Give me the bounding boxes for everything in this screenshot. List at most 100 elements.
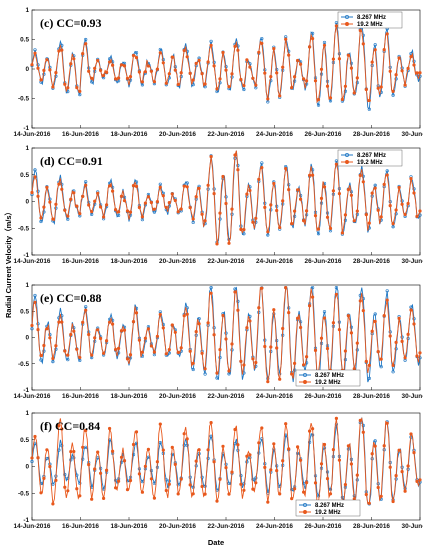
series-point (107, 426, 112, 431)
series-point (343, 218, 348, 222)
series-point (242, 228, 246, 232)
series-point (164, 205, 168, 209)
legend-label: 8.267 MHz (315, 503, 344, 509)
series-point (245, 58, 249, 62)
series-point (51, 502, 55, 506)
series-point (313, 348, 318, 353)
series-point (143, 201, 147, 205)
series-point (337, 57, 342, 61)
series-point (149, 477, 153, 481)
series-point (122, 199, 127, 203)
series-point (155, 334, 159, 338)
series-point (230, 470, 234, 474)
series-point (122, 328, 127, 332)
series-point (39, 216, 43, 220)
series-point (84, 445, 88, 449)
series-point (334, 21, 339, 25)
series-point (30, 323, 34, 328)
series-point (158, 441, 162, 445)
series-point (63, 82, 67, 86)
series-point (382, 444, 386, 448)
series-point (30, 190, 34, 195)
series-point (206, 456, 210, 461)
series-point (382, 314, 386, 318)
series-point (391, 93, 395, 97)
series-point (194, 195, 198, 199)
series-point (194, 459, 198, 463)
series-point (110, 322, 115, 326)
series-point (164, 352, 168, 356)
series-point (361, 180, 365, 184)
series-point (90, 76, 94, 80)
series-point (358, 28, 362, 33)
series-point (36, 456, 40, 460)
series-point (361, 423, 365, 428)
series-point (152, 80, 156, 84)
series-point (63, 349, 67, 353)
series-point (33, 175, 37, 179)
series-point (39, 78, 43, 82)
series-point (209, 291, 213, 295)
series-point (191, 367, 195, 372)
series-point (191, 78, 195, 82)
series-point (81, 457, 85, 461)
series-point (248, 188, 252, 193)
x-tick-label: 20-Jun-2016 (159, 258, 196, 265)
series-point (185, 312, 189, 316)
series-point (263, 344, 267, 349)
series-point (197, 58, 201, 63)
series-point (251, 220, 255, 224)
series-point (30, 63, 34, 67)
series-point (313, 214, 318, 218)
series-point (227, 481, 231, 486)
series-point (376, 485, 380, 490)
series-point (251, 357, 255, 361)
series-point (415, 214, 419, 218)
series-point (352, 367, 356, 371)
series-point (364, 492, 368, 497)
series-point (266, 230, 270, 234)
series-point (170, 452, 174, 457)
series-point (60, 427, 64, 431)
series-point (322, 43, 327, 47)
series-point (355, 80, 359, 85)
legend-marker (345, 22, 349, 26)
series-point (266, 380, 270, 384)
x-tick-label: 28-Jun-2016 (353, 258, 390, 265)
y-tick-label: 1 (25, 7, 29, 14)
series-point (170, 323, 174, 327)
series-point (84, 183, 88, 187)
series-point (215, 376, 219, 380)
series-point (209, 286, 213, 290)
series-point (140, 350, 144, 354)
series-point (78, 92, 82, 97)
series-point (322, 316, 327, 320)
series-point (272, 181, 276, 186)
series-point (143, 70, 147, 74)
series-point (131, 53, 136, 58)
series-point (373, 48, 377, 52)
series-point (254, 364, 258, 368)
y-tick-label: 1 (25, 145, 29, 152)
series-point (349, 61, 354, 65)
x-tick-label: 16-Jun-2016 (62, 393, 99, 400)
series-point (385, 421, 389, 425)
series-point (260, 286, 264, 290)
series-point (373, 319, 377, 324)
series-point (125, 76, 130, 80)
series-point (224, 337, 228, 341)
series-point (299, 197, 303, 201)
series-point (319, 336, 324, 340)
series-point (296, 316, 300, 320)
series-point (158, 182, 162, 186)
series-point (200, 71, 204, 76)
series-point (63, 472, 67, 477)
series-point (134, 50, 139, 55)
series-point (248, 65, 252, 69)
series-point (400, 202, 404, 206)
series-point (158, 422, 162, 426)
series-point (161, 194, 165, 198)
series-point (263, 205, 267, 209)
series-point (358, 418, 362, 423)
series-point (287, 53, 291, 57)
